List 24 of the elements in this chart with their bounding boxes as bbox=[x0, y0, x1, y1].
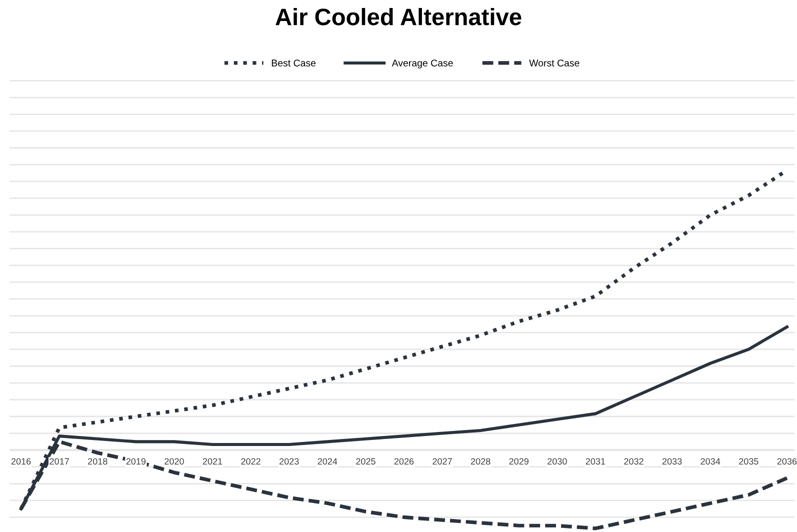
x-tick-label: 2030 bbox=[548, 458, 567, 465]
x-tick-label: 2034 bbox=[700, 458, 720, 465]
chart-title: Air Cooled Alternative bbox=[276, 8, 522, 26]
legend-label: Best Case bbox=[272, 60, 316, 66]
x-tick-label: 2021 bbox=[202, 458, 222, 465]
x-tick-label: 2018 bbox=[88, 458, 108, 465]
legend-label: Worst Case bbox=[529, 60, 580, 66]
x-tick-label: 2023 bbox=[280, 458, 299, 465]
x-tick-label: 2033 bbox=[662, 458, 682, 465]
x-tick-label: 2025 bbox=[356, 458, 376, 465]
x-tick-label: 2024 bbox=[318, 458, 338, 465]
x-tick-label: 2028 bbox=[471, 458, 490, 465]
x-tick-label: 2026 bbox=[394, 458, 414, 465]
x-tick-label: 2035 bbox=[739, 458, 758, 465]
x-tick-label: 2027 bbox=[432, 458, 452, 465]
x-tick-label: 2036 bbox=[777, 458, 797, 465]
x-tick-label: 2017 bbox=[50, 458, 69, 465]
x-tick-label: 2029 bbox=[509, 458, 528, 465]
x-tick-label: 2016 bbox=[11, 458, 31, 465]
x-tick-label: 2022 bbox=[241, 458, 260, 465]
x-tick-label: 2020 bbox=[164, 458, 184, 465]
x-tick-label: 2032 bbox=[624, 458, 644, 465]
legend-label: Average Case bbox=[392, 60, 453, 68]
x-tick-label: 2031 bbox=[586, 458, 606, 465]
